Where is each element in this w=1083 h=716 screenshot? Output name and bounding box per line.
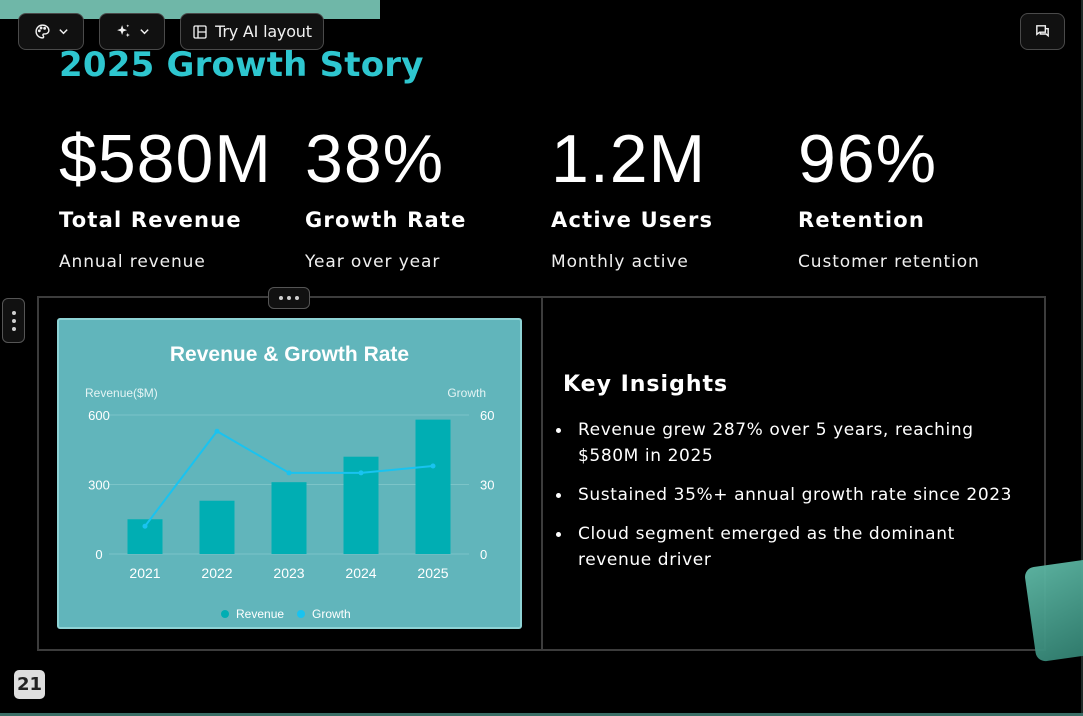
insights-list: Revenue grew 287% over 5 years, reaching… — [556, 417, 1033, 573]
x-tick-label: 2025 — [417, 565, 448, 581]
stat-growth[interactable]: 38% Growth Rate Year over year — [305, 120, 555, 272]
theme-button[interactable] — [18, 13, 84, 50]
chart-title: Revenue & Growth Rate — [170, 343, 409, 366]
stat-label: Growth Rate — [305, 208, 467, 232]
chevron-down-icon — [58, 26, 69, 37]
key-insights[interactable]: Key Insights Revenue grew 287% over 5 ye… — [556, 372, 1033, 586]
stat-value: 96% — [798, 121, 938, 197]
block-drag-handle[interactable] — [2, 298, 25, 343]
y2-tick-label: 30 — [480, 478, 494, 493]
point-growth — [142, 523, 148, 529]
slide-title[interactable]: 2025 Growth Story — [59, 45, 424, 85]
chart-card[interactable]: Revenue & Growth Rate Revenue($M) Growth 0 0… — [57, 318, 522, 629]
point-growth — [214, 428, 220, 434]
bar-revenue — [271, 482, 307, 554]
bar-revenue — [199, 500, 235, 554]
y2-axis-label: Growth — [447, 386, 486, 400]
legend-swatch-growth — [297, 610, 305, 618]
stat-label: Total Revenue — [59, 208, 242, 232]
stat-value: $580M — [59, 121, 272, 197]
comment-icon — [1034, 23, 1051, 40]
x-tick-label: 2022 — [201, 565, 232, 581]
x-tick-label: 2021 — [129, 565, 160, 581]
stat-description: Year over year — [305, 252, 441, 272]
insights-heading: Key Insights — [563, 372, 729, 397]
x-tick-label: 2023 — [273, 565, 304, 581]
insight-item: Revenue grew 287% over 5 years, reaching… — [556, 417, 1033, 469]
layout-icon — [192, 24, 208, 40]
stat-value: 1.2M — [551, 121, 707, 197]
try-ai-layout-label: Try AI layout — [215, 22, 312, 41]
stat-value: 38% — [305, 121, 445, 197]
stat-users[interactable]: 1.2M Active Users Monthly active — [551, 120, 801, 272]
point-growth — [286, 470, 292, 476]
chevron-down-icon — [139, 26, 150, 37]
insight-item: Cloud segment emerged as the dominant re… — [556, 521, 1033, 573]
y-tick-label: 300 — [88, 478, 110, 493]
legend-label-revenue: Revenue — [236, 607, 284, 621]
insight-item: Sustained 35%+ annual growth rate since … — [556, 482, 1033, 508]
legend-label-growth: Growth — [312, 607, 351, 621]
stat-label: Active Users — [551, 208, 714, 232]
row-drag-handle[interactable] — [268, 287, 310, 309]
point-growth — [430, 463, 436, 469]
stat-description: Monthly active — [551, 252, 689, 272]
bar-revenue — [415, 419, 451, 554]
revenue-growth-chart: Revenue & Growth Rate Revenue($M) Growth 0 0… — [85, 343, 494, 621]
column-divider[interactable] — [541, 297, 543, 650]
x-tick-label: 2024 — [345, 565, 376, 581]
y-axis-label: Revenue($M) — [85, 386, 158, 400]
stat-retention[interactable]: 96% Retention Customer retention — [798, 120, 1048, 272]
stat-description: Annual revenue — [59, 252, 206, 272]
comment-button[interactable] — [1020, 13, 1065, 50]
legend-swatch-revenue — [221, 610, 229, 618]
stat-revenue[interactable]: $580M Total Revenue Annual revenue — [59, 120, 309, 272]
y2-tick-label: 60 — [480, 408, 494, 423]
page-number: 21 — [14, 670, 45, 699]
stat-label: Retention — [798, 208, 926, 232]
slide-bottom-edge — [0, 713, 1083, 716]
y-tick-label: 600 — [88, 408, 110, 423]
y-tick-label: 0 — [95, 547, 102, 562]
stat-description: Customer retention — [798, 252, 980, 272]
palette-icon — [34, 23, 51, 40]
try-ai-layout-button[interactable]: Try AI layout — [180, 13, 324, 50]
magic-button[interactable] — [99, 13, 165, 50]
point-growth — [358, 470, 364, 476]
y2-tick-label: 0 — [480, 547, 487, 562]
slide-edge — [1081, 0, 1083, 716]
sparkle-icon — [115, 23, 132, 40]
